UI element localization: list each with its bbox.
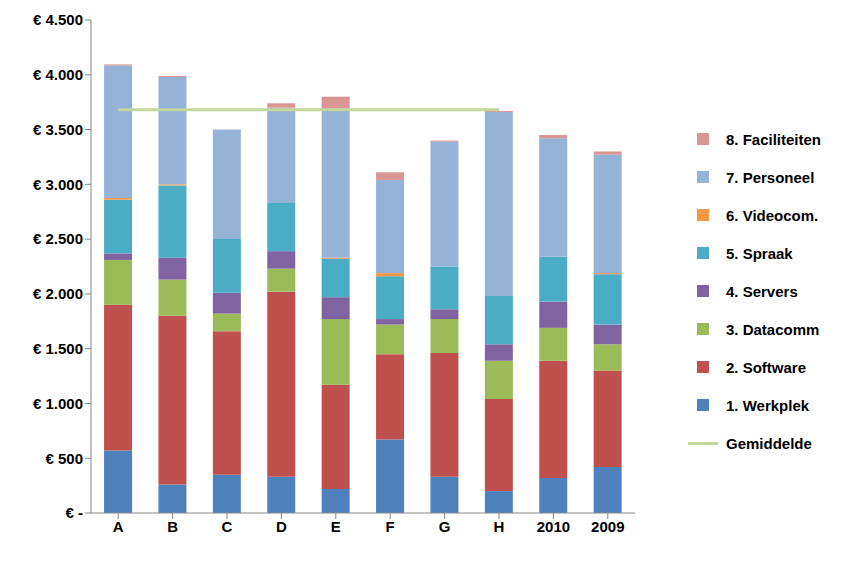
svg-text:A: A bbox=[113, 518, 124, 535]
svg-text:F: F bbox=[386, 518, 395, 535]
svg-text:B: B bbox=[167, 518, 178, 535]
html-text:7. Personeel: 7. Personeel bbox=[726, 168, 815, 186]
svg-text:€ 1.500: € 1.500 bbox=[33, 340, 83, 357]
html-text:4. Servers: 4. Servers bbox=[726, 282, 798, 300]
svg-text:2010: 2010 bbox=[537, 518, 570, 535]
html-text:Gemiddelde: Gemiddelde bbox=[726, 434, 812, 452]
svg-text:C: C bbox=[222, 518, 233, 535]
svg-text:€ 4.000: € 4.000 bbox=[33, 66, 83, 83]
svg-text:D: D bbox=[276, 518, 287, 535]
html-text:2. Software: 2. Software bbox=[726, 358, 806, 376]
svg-text:€ 2.000: € 2.000 bbox=[33, 285, 83, 302]
html-text:8. Faciliteiten: 8. Faciliteiten bbox=[726, 130, 821, 148]
svg-text:€ 2.500: € 2.500 bbox=[33, 230, 83, 247]
svg-text:H: H bbox=[494, 518, 505, 535]
html-text:3. Datacomm: 3. Datacomm bbox=[726, 320, 820, 338]
svg-text:€ 3.500: € 3.500 bbox=[33, 121, 83, 138]
svg-text:€ 500: € 500 bbox=[45, 450, 83, 467]
html-text:6. Videocom.: 6. Videocom. bbox=[726, 206, 819, 224]
svg-text:€ -: € - bbox=[65, 504, 83, 521]
html-text:1. Werkplek: 1. Werkplek bbox=[726, 396, 810, 414]
svg-text:€ 3.000: € 3.000 bbox=[33, 176, 83, 193]
svg-text:€ 1.000: € 1.000 bbox=[33, 395, 83, 412]
html-text:5. Spraak: 5. Spraak bbox=[726, 244, 793, 262]
svg-text:2009: 2009 bbox=[591, 518, 624, 535]
svg-text:E: E bbox=[331, 518, 341, 535]
svg-text:€ 4.500: € 4.500 bbox=[33, 11, 83, 28]
svg-text:G: G bbox=[439, 518, 451, 535]
